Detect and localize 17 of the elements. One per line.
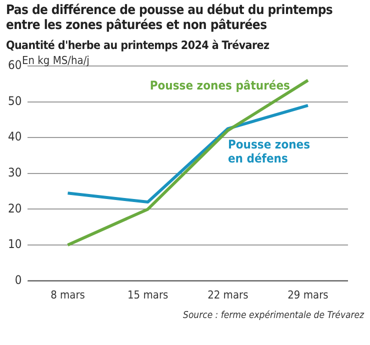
y-tick-label: 50 [8,94,22,108]
x-tick-label: 8 mars [50,288,85,302]
y-tick-label: 0 [14,272,22,287]
y-tick-label: 20 [8,201,22,216]
x-tick-label: 22 mars [208,288,248,302]
y-tick-label: 30 [8,166,22,180]
y-axis-title: En kg MS/ha/j [22,54,90,67]
chart-subtitle: Quantité d'herbe au printemps 2024 à Trévarez [6,38,270,52]
x-tick-label: 29 mars [288,288,328,302]
series-label: Pousse zones pâturées [150,78,290,92]
y-tick-label: 40 [8,130,22,144]
source-note: Source : ferme expérimentale de Trévarez [182,310,364,321]
y-tick-label: 60 [8,58,22,72]
chart-title: Pas de différence de pousse au début du printemps entre les zones pâturées et non pâturées [6,3,334,33]
y-tick-label: 10 [8,237,22,252]
x-tick-label: 15 mars [128,288,168,302]
series-label: Pousse zones en défens [228,137,310,166]
